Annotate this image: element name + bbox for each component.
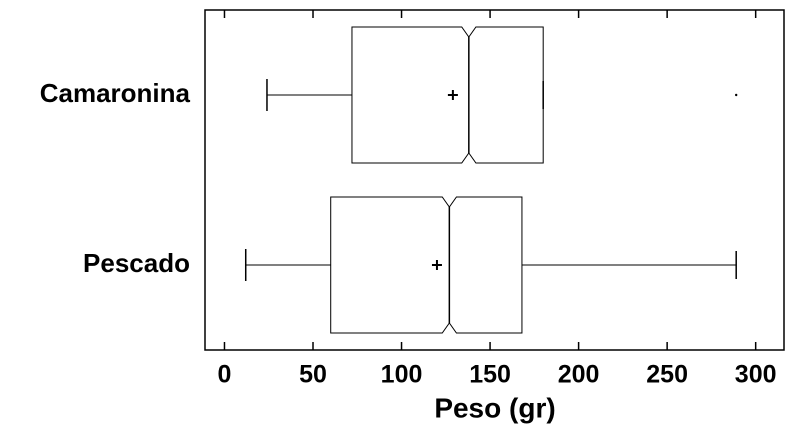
box	[351, 26, 544, 164]
category-label: Camaronina	[40, 78, 191, 108]
outlier	[734, 93, 738, 97]
x-tick-label: 250	[646, 361, 688, 389]
mean-marker	[431, 260, 442, 270]
category-label: Pescado	[83, 248, 190, 278]
x-tick-label: 300	[735, 361, 777, 389]
mean-marker	[447, 90, 458, 100]
x-tick-label: 150	[469, 361, 511, 389]
x-tick-label: 200	[558, 361, 600, 389]
x-tick-label: 0	[218, 361, 232, 389]
plot-frame	[204, 9, 785, 351]
x-tick-label: 100	[381, 361, 423, 389]
x-axis-label: Peso (gr)	[434, 392, 555, 423]
x-tick-label: 50	[299, 361, 327, 389]
box	[330, 196, 523, 334]
